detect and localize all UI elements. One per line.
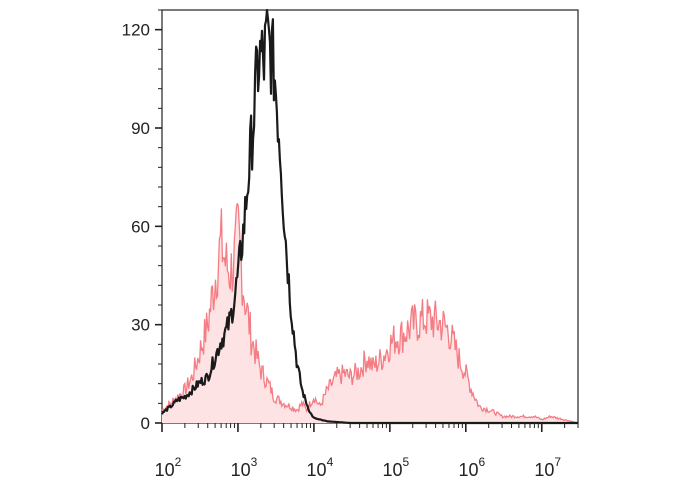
y-axis: 0 30 60 90 120 <box>122 9 162 433</box>
x-tick-label: 107 <box>534 455 561 480</box>
x-tick-label: 102 <box>155 455 182 480</box>
y-tick-label: 120 <box>122 21 150 40</box>
x-tick-base: 10 <box>307 460 327 480</box>
x-tick-label: 104 <box>307 455 334 480</box>
x-tick-base: 10 <box>458 460 478 480</box>
x-tick-exponent: 2 <box>175 455 182 469</box>
x-axis: 102 103 104 105 106 107 <box>155 423 579 480</box>
series-0-line <box>161 203 579 424</box>
x-tick-exponent: 7 <box>554 455 561 469</box>
x-tick-base: 10 <box>382 460 402 480</box>
y-tick-label: 0 <box>141 414 150 433</box>
x-tick-exponent: 6 <box>478 455 485 469</box>
y-tick-label: 30 <box>131 316 150 335</box>
x-tick-exponent: 3 <box>251 455 258 469</box>
series-1-line <box>160 8 579 425</box>
y-tick-label: 60 <box>131 217 150 236</box>
x-tick-base: 10 <box>231 460 251 480</box>
x-tick-label: 106 <box>458 455 485 480</box>
x-tick-exponent: 4 <box>327 455 334 469</box>
x-tick-base: 10 <box>534 460 554 480</box>
x-tick-exponent: 5 <box>403 455 410 469</box>
x-tick-label: 103 <box>231 455 258 480</box>
x-tick-label: 105 <box>382 455 409 480</box>
x-tick-base: 10 <box>155 460 175 480</box>
series-0-fill <box>162 203 578 423</box>
series-layer <box>160 8 579 425</box>
y-tick-label: 90 <box>131 119 150 138</box>
